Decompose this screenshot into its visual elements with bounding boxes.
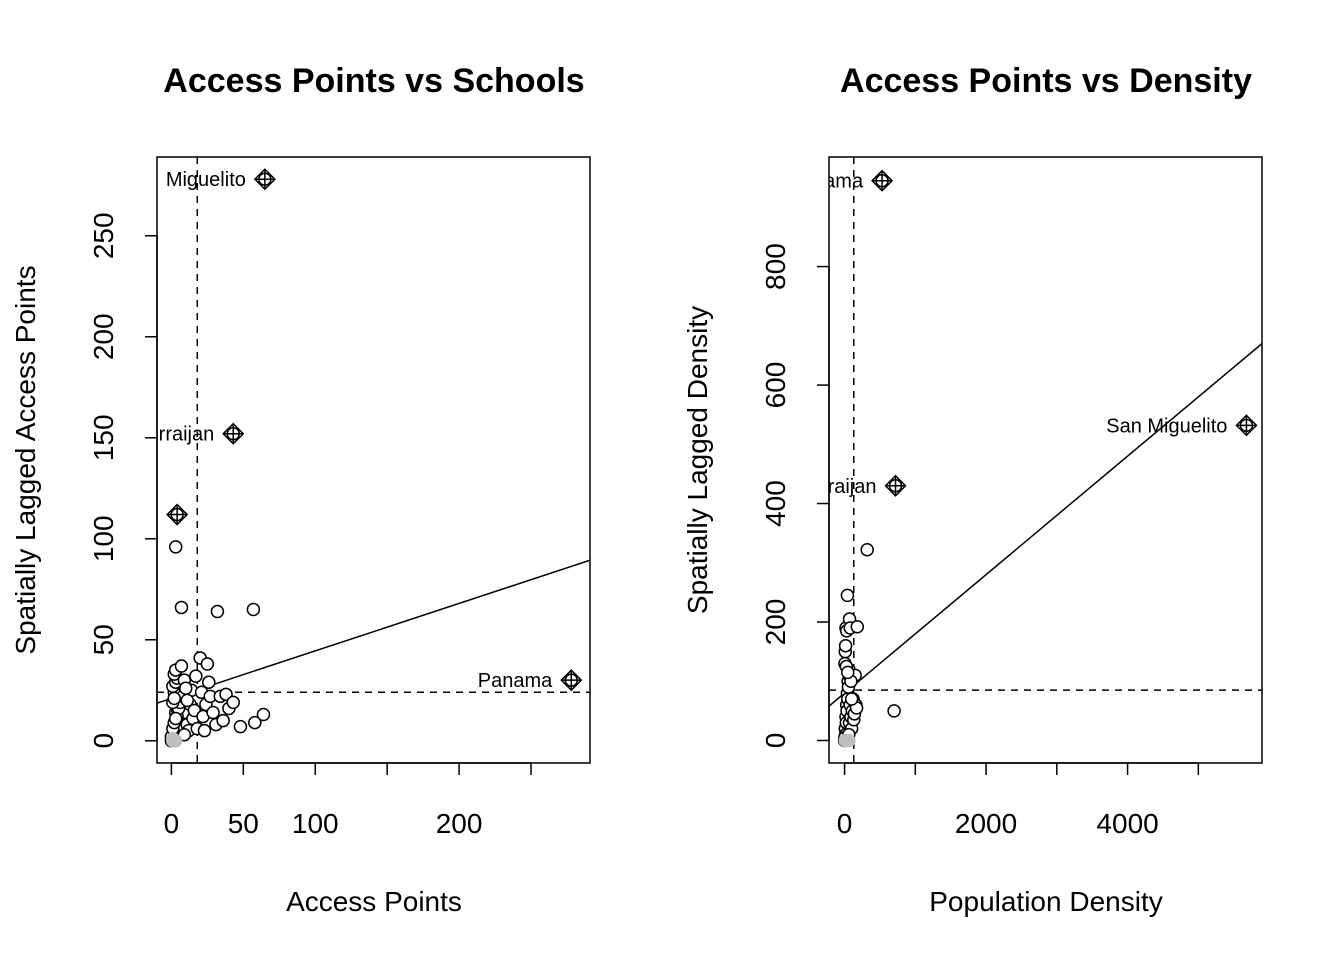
- panel1-outliers: Miguelito rraijan Panama: [159, 168, 583, 692]
- y-tick-label: 400: [760, 480, 791, 527]
- regression-line: [829, 343, 1262, 707]
- y-tick-label: 800: [760, 243, 791, 290]
- data-point: [850, 620, 865, 634]
- panel2-plot-box: [828, 156, 1263, 764]
- x-tick-label: 2000: [955, 808, 1017, 839]
- outlier-label: rraijan: [159, 424, 215, 446]
- outlier-label: Miguelito: [166, 169, 246, 191]
- x-tick-label: 4000: [1096, 808, 1158, 839]
- data-point: [844, 692, 859, 706]
- y-tick-label: 0: [88, 733, 119, 749]
- x-tick-label: 0: [164, 808, 180, 839]
- data-point: [174, 659, 189, 673]
- data-point: [179, 681, 193, 696]
- panel1-title: Access Points vs Schools: [163, 62, 584, 100]
- y-tick-label: 0: [760, 733, 791, 749]
- data-point: [168, 711, 183, 726]
- panel1-axes: 0 50 100 200 0 50 100 150 200 250: [88, 212, 532, 839]
- data-point-grey: [166, 732, 180, 746]
- y-tick-label: 50: [88, 624, 119, 655]
- y-tick-label: 100: [88, 515, 119, 562]
- x-tick-label: 0: [837, 808, 853, 839]
- panel2-axes: 0 2000 4000 0 200 400 600 800: [760, 243, 1200, 839]
- outlier-label: San Miguelito: [1106, 415, 1227, 437]
- data-point: [210, 604, 225, 619]
- data-point: [840, 665, 855, 680]
- panel2-ylabel: Spatially Lagged Density: [682, 306, 713, 614]
- data-point: [180, 693, 194, 708]
- panel1-xlabel: Access Points: [286, 886, 462, 917]
- x-tick-label: 100: [292, 808, 339, 839]
- outlier-label: ama: [824, 171, 864, 193]
- data-point: [174, 600, 189, 615]
- data-point-grey: [842, 733, 856, 748]
- regression-line: [157, 559, 590, 704]
- data-point: [202, 675, 216, 689]
- data-point: [887, 704, 901, 718]
- panel2-outliers: ama raijan San Miguelito: [824, 169, 1258, 498]
- data-point: [168, 540, 183, 554]
- data-point: [167, 691, 182, 706]
- data-point: [860, 542, 874, 557]
- outlier-label: raijan: [828, 476, 877, 498]
- y-tick-label: 150: [88, 414, 119, 461]
- panel1-ylabel: Spatially Lagged Access Points: [10, 265, 41, 654]
- panel2-reference-lines: [829, 157, 1262, 763]
- data-point: [197, 723, 212, 738]
- y-tick-label: 600: [760, 362, 791, 409]
- data-point: [216, 713, 230, 728]
- panel2-points: [837, 542, 901, 748]
- x-tick-label: 50: [228, 808, 259, 839]
- outlier-label: Panama: [478, 670, 553, 692]
- y-tick-label: 250: [88, 212, 119, 259]
- panel2-title: Access Points vs Density: [840, 62, 1252, 100]
- panel1-reference-lines: [157, 157, 590, 763]
- panel-density: Access Points vs Density 0 2000 4000 0 200 40…: [682, 62, 1263, 917]
- panel2-xlabel: Population Density: [929, 886, 1162, 917]
- data-point: [248, 715, 262, 730]
- data-point: [840, 588, 855, 603]
- data-point: [226, 695, 240, 710]
- data-point: [838, 638, 853, 653]
- outlier-markers: Miguelito rraijan Panama: [159, 168, 583, 692]
- data-point: [246, 602, 261, 617]
- data-point: [189, 669, 203, 683]
- data-point: [233, 719, 248, 734]
- panel-schools: Access Points vs Schools 0 50 100 200 0 50 100…: [10, 62, 591, 917]
- outlier-markers: ama raijan San Miguelito: [824, 169, 1258, 498]
- data-point: [200, 657, 215, 671]
- y-tick-label: 200: [88, 313, 119, 360]
- data-point: [206, 705, 220, 720]
- x-tick-label: 200: [436, 808, 483, 839]
- data-point: [256, 707, 271, 722]
- panel1-points: [164, 540, 271, 748]
- y-tick-label: 200: [760, 599, 791, 646]
